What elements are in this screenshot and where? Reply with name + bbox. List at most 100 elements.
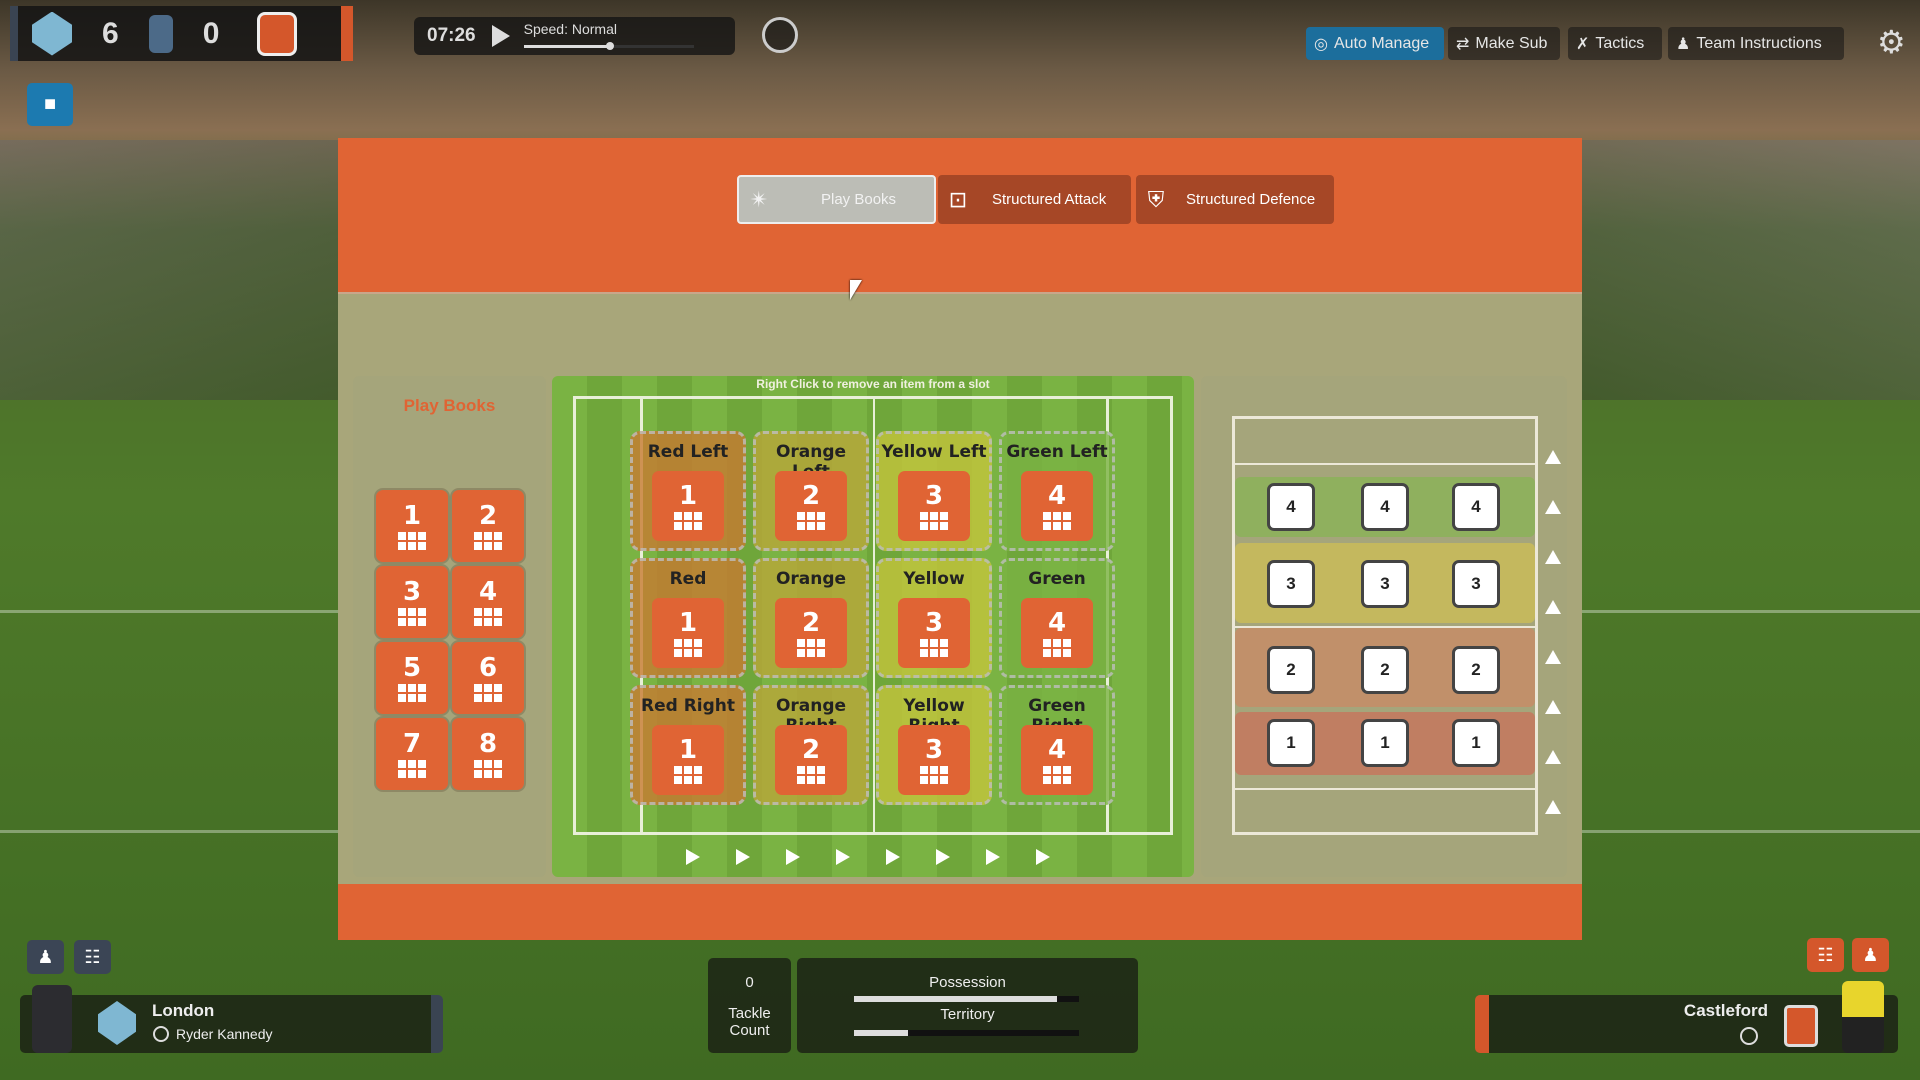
playbooks-title: Play Books [403, 396, 496, 415]
player-position[interactable]: 4 [1361, 483, 1409, 531]
slot-playbook-tile[interactable]: 4 [1021, 598, 1093, 668]
make-sub-button[interactable]: ⇄ Make Sub [1448, 27, 1560, 60]
slot-playbook-tile[interactable]: 1 [652, 598, 724, 668]
playbook-tile[interactable]: 8 [452, 718, 524, 790]
slot-playbook-tile[interactable]: 4 [1021, 471, 1093, 541]
player-position[interactable]: 4 [1267, 483, 1315, 531]
player-position[interactable]: 2 [1361, 646, 1409, 694]
scoreboard: 6 0 [10, 6, 353, 61]
playbook-tile[interactable]: 3 [376, 566, 448, 638]
playbook-number: 1 [678, 480, 698, 511]
shift-up-arrow-icon[interactable] [1545, 650, 1561, 664]
formation-grid-icon [398, 531, 426, 550]
playbook-slot[interactable]: Green Right4 [999, 685, 1115, 805]
possession-label: Possession [929, 974, 1006, 991]
shift-up-arrow-icon[interactable] [1545, 550, 1561, 564]
shift-up-arrow-icon[interactable] [1545, 700, 1561, 714]
tab-structured-attack[interactable]: ⊡ Structured Attack [938, 175, 1131, 224]
camera-button[interactable]: ■ [27, 83, 73, 126]
slot-playbook-tile[interactable]: 3 [898, 598, 970, 668]
tackle-count-value: 0 [745, 974, 754, 991]
slot-playbook-tile[interactable]: 3 [898, 471, 970, 541]
playbook-tile[interactable]: 7 [376, 718, 448, 790]
playbook-slot[interactable]: Yellow 3 [876, 558, 992, 678]
playbook-tile[interactable]: 4 [452, 566, 524, 638]
play-arrow-icon[interactable] [986, 849, 1000, 865]
playbook-slot[interactable]: Orange Right2 [753, 685, 869, 805]
player-position[interactable]: 1 [1361, 719, 1409, 767]
shift-up-arrow-icon[interactable] [1545, 500, 1561, 514]
shift-up-arrow-icon[interactable] [1545, 800, 1561, 814]
tactics-icon: ✗ [1576, 35, 1590, 53]
playbook-tile[interactable]: 5 [376, 642, 448, 714]
playbook-slot[interactable]: Yellow Left 3 [876, 431, 992, 551]
stadium-stand-right [1582, 140, 1920, 400]
team-icon[interactable]: ♟ [27, 940, 64, 974]
playbook-tile[interactable]: 1 [376, 490, 448, 562]
tab-structured-defence[interactable]: ⛨ Structured Defence [1136, 175, 1334, 224]
ball-possession-icon [148, 14, 173, 53]
slot-playbook-tile[interactable]: 2 [775, 598, 847, 668]
player-position[interactable]: 1 [1452, 719, 1500, 767]
player-position[interactable]: 4 [1452, 483, 1500, 531]
shift-up-arrow-icon[interactable] [1545, 750, 1561, 764]
playbook-number: 4 [1047, 480, 1067, 511]
team-icon[interactable]: ♟ [1852, 938, 1889, 972]
away-jersey-icon [1842, 981, 1884, 1053]
settings-gear-icon[interactable]: ⚙ [1877, 24, 1906, 60]
player-position[interactable]: 3 [1267, 560, 1315, 608]
play-icon[interactable] [491, 25, 510, 47]
playbook-slot[interactable]: Yellow Right3 [876, 685, 992, 805]
playbook-slot[interactable]: Orange Left2 [753, 431, 869, 551]
playbook-slot[interactable]: Orange 2 [753, 558, 869, 678]
play-arrow-icon[interactable] [736, 849, 750, 865]
playbook-slot[interactable]: Green Left 4 [999, 431, 1115, 551]
formation-field [1232, 416, 1538, 835]
play-arrow-icon[interactable] [786, 849, 800, 865]
play-arrow-icon[interactable] [886, 849, 900, 865]
playbook-tile[interactable]: 2 [452, 490, 524, 562]
auto-manage-button[interactable]: ◎ Auto Manage [1306, 27, 1444, 60]
tackle-count: 0 Tackle Count [708, 958, 791, 1053]
play-arrow-icon[interactable] [836, 849, 850, 865]
speed-slider[interactable]: Speed: Normal [523, 19, 704, 53]
playbook-tile[interactable]: 6 [452, 642, 524, 714]
formation-grid-icon [920, 765, 948, 784]
auto-manage-label: Auto Manage [1333, 34, 1430, 52]
playbook-number: 5 [402, 652, 422, 683]
target-icon[interactable] [762, 17, 798, 53]
clock-time: 07:26 [427, 25, 476, 46]
slot-playbook-tile[interactable]: 1 [652, 471, 724, 541]
player-position[interactable]: 2 [1452, 646, 1500, 694]
shift-up-arrow-icon[interactable] [1545, 450, 1561, 464]
player-position[interactable]: 2 [1267, 646, 1315, 694]
shift-up-arrow-icon[interactable] [1545, 600, 1561, 614]
stats-building-icon[interactable]: ☷ [74, 940, 111, 974]
home-team-name: London [152, 1001, 215, 1020]
play-arrow-icon[interactable] [936, 849, 950, 865]
playbook-number: 3 [924, 734, 944, 765]
stats-building-icon[interactable]: ☷ [1807, 938, 1844, 972]
slot-playbook-tile[interactable]: 4 [1021, 725, 1093, 795]
player-position[interactable]: 1 [1267, 719, 1315, 767]
player-position[interactable]: 3 [1361, 560, 1409, 608]
player-position[interactable]: 3 [1452, 560, 1500, 608]
slot-playbook-tile[interactable]: 1 [652, 725, 724, 795]
slot-playbook-tile[interactable]: 3 [898, 725, 970, 795]
playbook-slot[interactable]: Red Right 1 [630, 685, 746, 805]
slot-playbook-tile[interactable]: 2 [775, 471, 847, 541]
tactics-button[interactable]: ✗ Tactics [1568, 27, 1662, 60]
speed-handle[interactable] [605, 42, 614, 50]
playbook-slot[interactable]: Red Left 1 [630, 431, 746, 551]
play-arrow-icon[interactable] [686, 849, 700, 865]
possession-bar [854, 996, 1057, 1002]
slot-playbook-tile[interactable]: 2 [775, 725, 847, 795]
playbook-number: 3 [924, 607, 944, 638]
playbook-slot[interactable]: Red 1 [630, 558, 746, 678]
tab-play-books[interactable]: ✴ Play Books [737, 175, 936, 224]
pitch-hint: Right Click to remove an item from a slo… [756, 377, 990, 391]
home-crest-icon [32, 11, 72, 56]
team-instructions-button[interactable]: ♟ Team Instructions [1668, 27, 1844, 60]
playbook-slot[interactable]: Green 4 [999, 558, 1115, 678]
play-arrow-icon[interactable] [1036, 849, 1050, 865]
